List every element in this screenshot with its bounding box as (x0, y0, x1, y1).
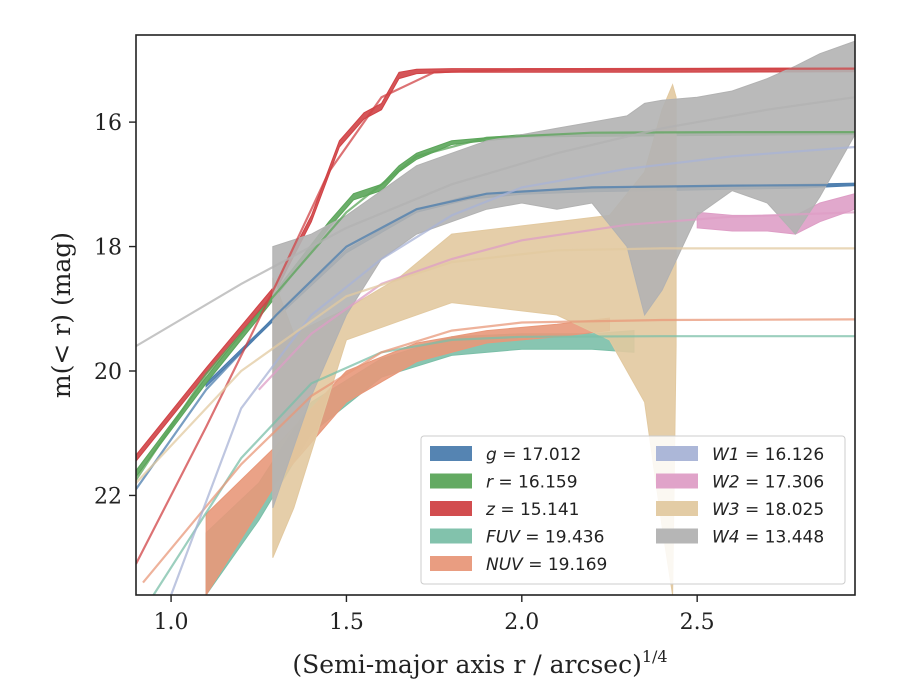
model-line-w3 (136, 247, 855, 484)
legend-swatch-g (430, 446, 472, 461)
legend-swatch-w4 (656, 528, 698, 544)
model-line-z (136, 67, 855, 565)
x-axis-label: (Semi-major axis r / arcsec)1/4 (292, 647, 667, 679)
model-line-w1 (170, 145, 855, 595)
x-tick-label: 1.0 (154, 610, 189, 635)
legend-label-r: r = 16.159 (486, 473, 578, 493)
legend-swatch-fuv (430, 528, 472, 544)
model-line-r (136, 131, 855, 481)
x-tick-label: 2.0 (504, 610, 539, 635)
legend-label-w1: W1 = 16.126 (712, 445, 824, 465)
model-line-fuv (152, 335, 855, 595)
model-line-g (136, 183, 855, 490)
legend-label-w2: W2 = 17.306 (712, 473, 824, 493)
legend-label-fuv: FUV = 19.436 (486, 528, 604, 548)
model-line-w2 (257, 211, 855, 391)
plot-frame (135, 34, 856, 596)
band-r (136, 131, 855, 478)
x-tick-label: 1.5 (329, 610, 364, 635)
legend-swatch-w3 (656, 501, 698, 516)
x-tick-label: 2.5 (680, 610, 715, 635)
x-axis: 1.0 1.5 2.0 2.5 (154, 595, 715, 635)
legend-label-w4: W4 = 13.448 (712, 528, 824, 548)
legend-label-g: g = 17.012 (486, 445, 581, 465)
y-tick-label: 16 (94, 111, 122, 136)
legend-box (420, 435, 846, 585)
y-axis: 16 18 20 22 (94, 111, 136, 509)
legend-label-nuv: NUV = 19.169 (486, 555, 607, 575)
model-line-w4 (136, 96, 855, 348)
legend: g = 17.012 r = 16.159 z = 15.141 FUV = 19.4… (420, 435, 846, 585)
legend-swatch-nuv (430, 556, 472, 571)
legend-label-z: z = 15.141 (485, 500, 579, 520)
y-tick-label: 18 (94, 236, 122, 261)
y-tick-label: 22 (94, 484, 122, 509)
legend-swatch-z (430, 501, 472, 516)
y-axis-label: m(< r) (mag) (47, 232, 76, 398)
model-curves (136, 67, 855, 595)
legend-swatch-r (430, 473, 472, 489)
y-tick-label: 20 (94, 360, 122, 385)
legend-swatch-w2 (656, 473, 698, 489)
band-w4 (272, 40, 855, 509)
legend-label-w3: W3 = 18.025 (712, 500, 824, 520)
legend-swatch-w1 (656, 446, 698, 461)
band-w2 (696, 193, 855, 235)
model-line-nuv (142, 318, 855, 584)
error-bands (136, 40, 855, 595)
